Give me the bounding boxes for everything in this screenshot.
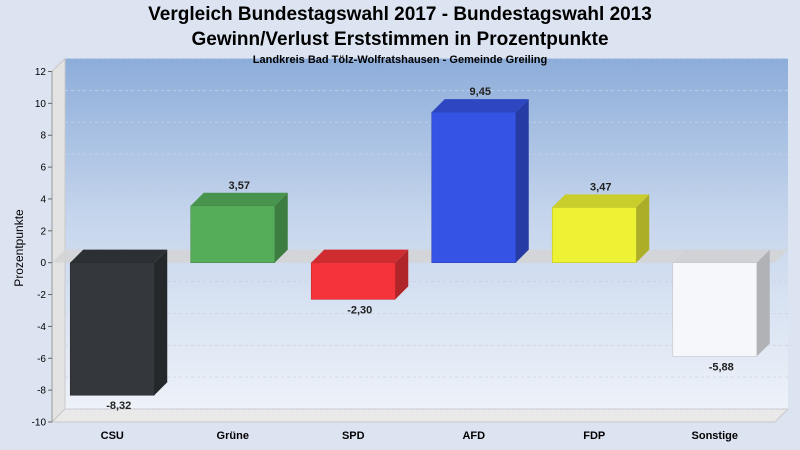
bar-top [190,192,288,206]
y-tick-label: 8 [40,131,46,142]
x-tick-label: AFD [462,430,485,442]
chart-subtitle: Landkreis Bad Tölz-Wolfratshausen - Geme… [252,54,548,66]
bar-afd: 9,45 [431,86,529,263]
x-tick-label: CSU [101,430,124,442]
bar-front [551,207,637,263]
x-axis-ticks: CSU Grüne SPD AFD FDP Sonstige [101,430,738,442]
value-label: 9,45 [470,86,491,98]
bar-front [69,262,155,396]
value-label: -2,30 [347,304,372,316]
y-tick-label: -2 [37,290,46,301]
y-tick-label: 0 [40,258,46,269]
plot-frame [50,57,790,424]
y-axis-ticks: -10 -8 -6 -4 -2 0 2 4 6 8 10 12 [32,67,52,429]
chart-title-line-2: Gewinn/Verlust Erststimmen in Prozentpun… [191,29,609,50]
bar-top [552,194,650,208]
value-label: 3,57 [229,180,250,192]
y-tick-label: 10 [35,99,47,110]
y-tick-label: 4 [40,194,46,205]
y-tick-label: -6 [37,354,46,365]
y-tick-label: 2 [40,226,46,237]
bar-sonstige: -5,88 [672,249,770,373]
value-label: 3,47 [590,181,611,193]
bar-side [515,99,529,263]
bar-side [154,249,168,396]
x-tick-label: SPD [342,430,365,442]
y-tick-label: 12 [35,67,47,78]
x-tick-label: FDP [583,430,605,442]
y-tick-label: -4 [37,322,46,333]
y-tick-label: -8 [37,386,46,397]
bar-side [636,194,650,263]
bar-front [431,111,517,263]
bar-grüne: 3,57 [190,180,288,263]
x-tick-label: Grüne [217,430,249,442]
bar-csu: -8,32 [69,249,168,412]
bar-side [274,192,288,263]
plot-floor [50,408,790,423]
bar-top [70,249,168,263]
bar-top [431,99,529,113]
y-tick-label: -10 [32,418,47,429]
bars: -8,32 3,57 -2,30 9,45 3,47 -5,88 [69,86,770,412]
y-axis-label: Prozentpunkte [12,209,26,287]
bar-spd: -2,30 [310,249,409,316]
plot-back-wall [65,58,788,409]
bar-top [672,249,770,263]
bar-front [310,262,396,300]
bar-side [395,249,409,300]
plot-left-wall [51,57,66,424]
bar-fdp: 3,47 [551,181,650,263]
chart-title-line-1: Vergleich Bundestagswahl 2017 - Bundesta… [148,4,652,25]
bar-side [756,249,770,357]
value-label: -5,88 [709,361,734,373]
y-tick-label: 6 [40,163,46,174]
bar-front [190,205,276,263]
x-tick-label: Sonstige [692,430,738,442]
bar-front [672,262,758,357]
bar-top [311,249,409,263]
value-label: -8,32 [106,400,131,412]
